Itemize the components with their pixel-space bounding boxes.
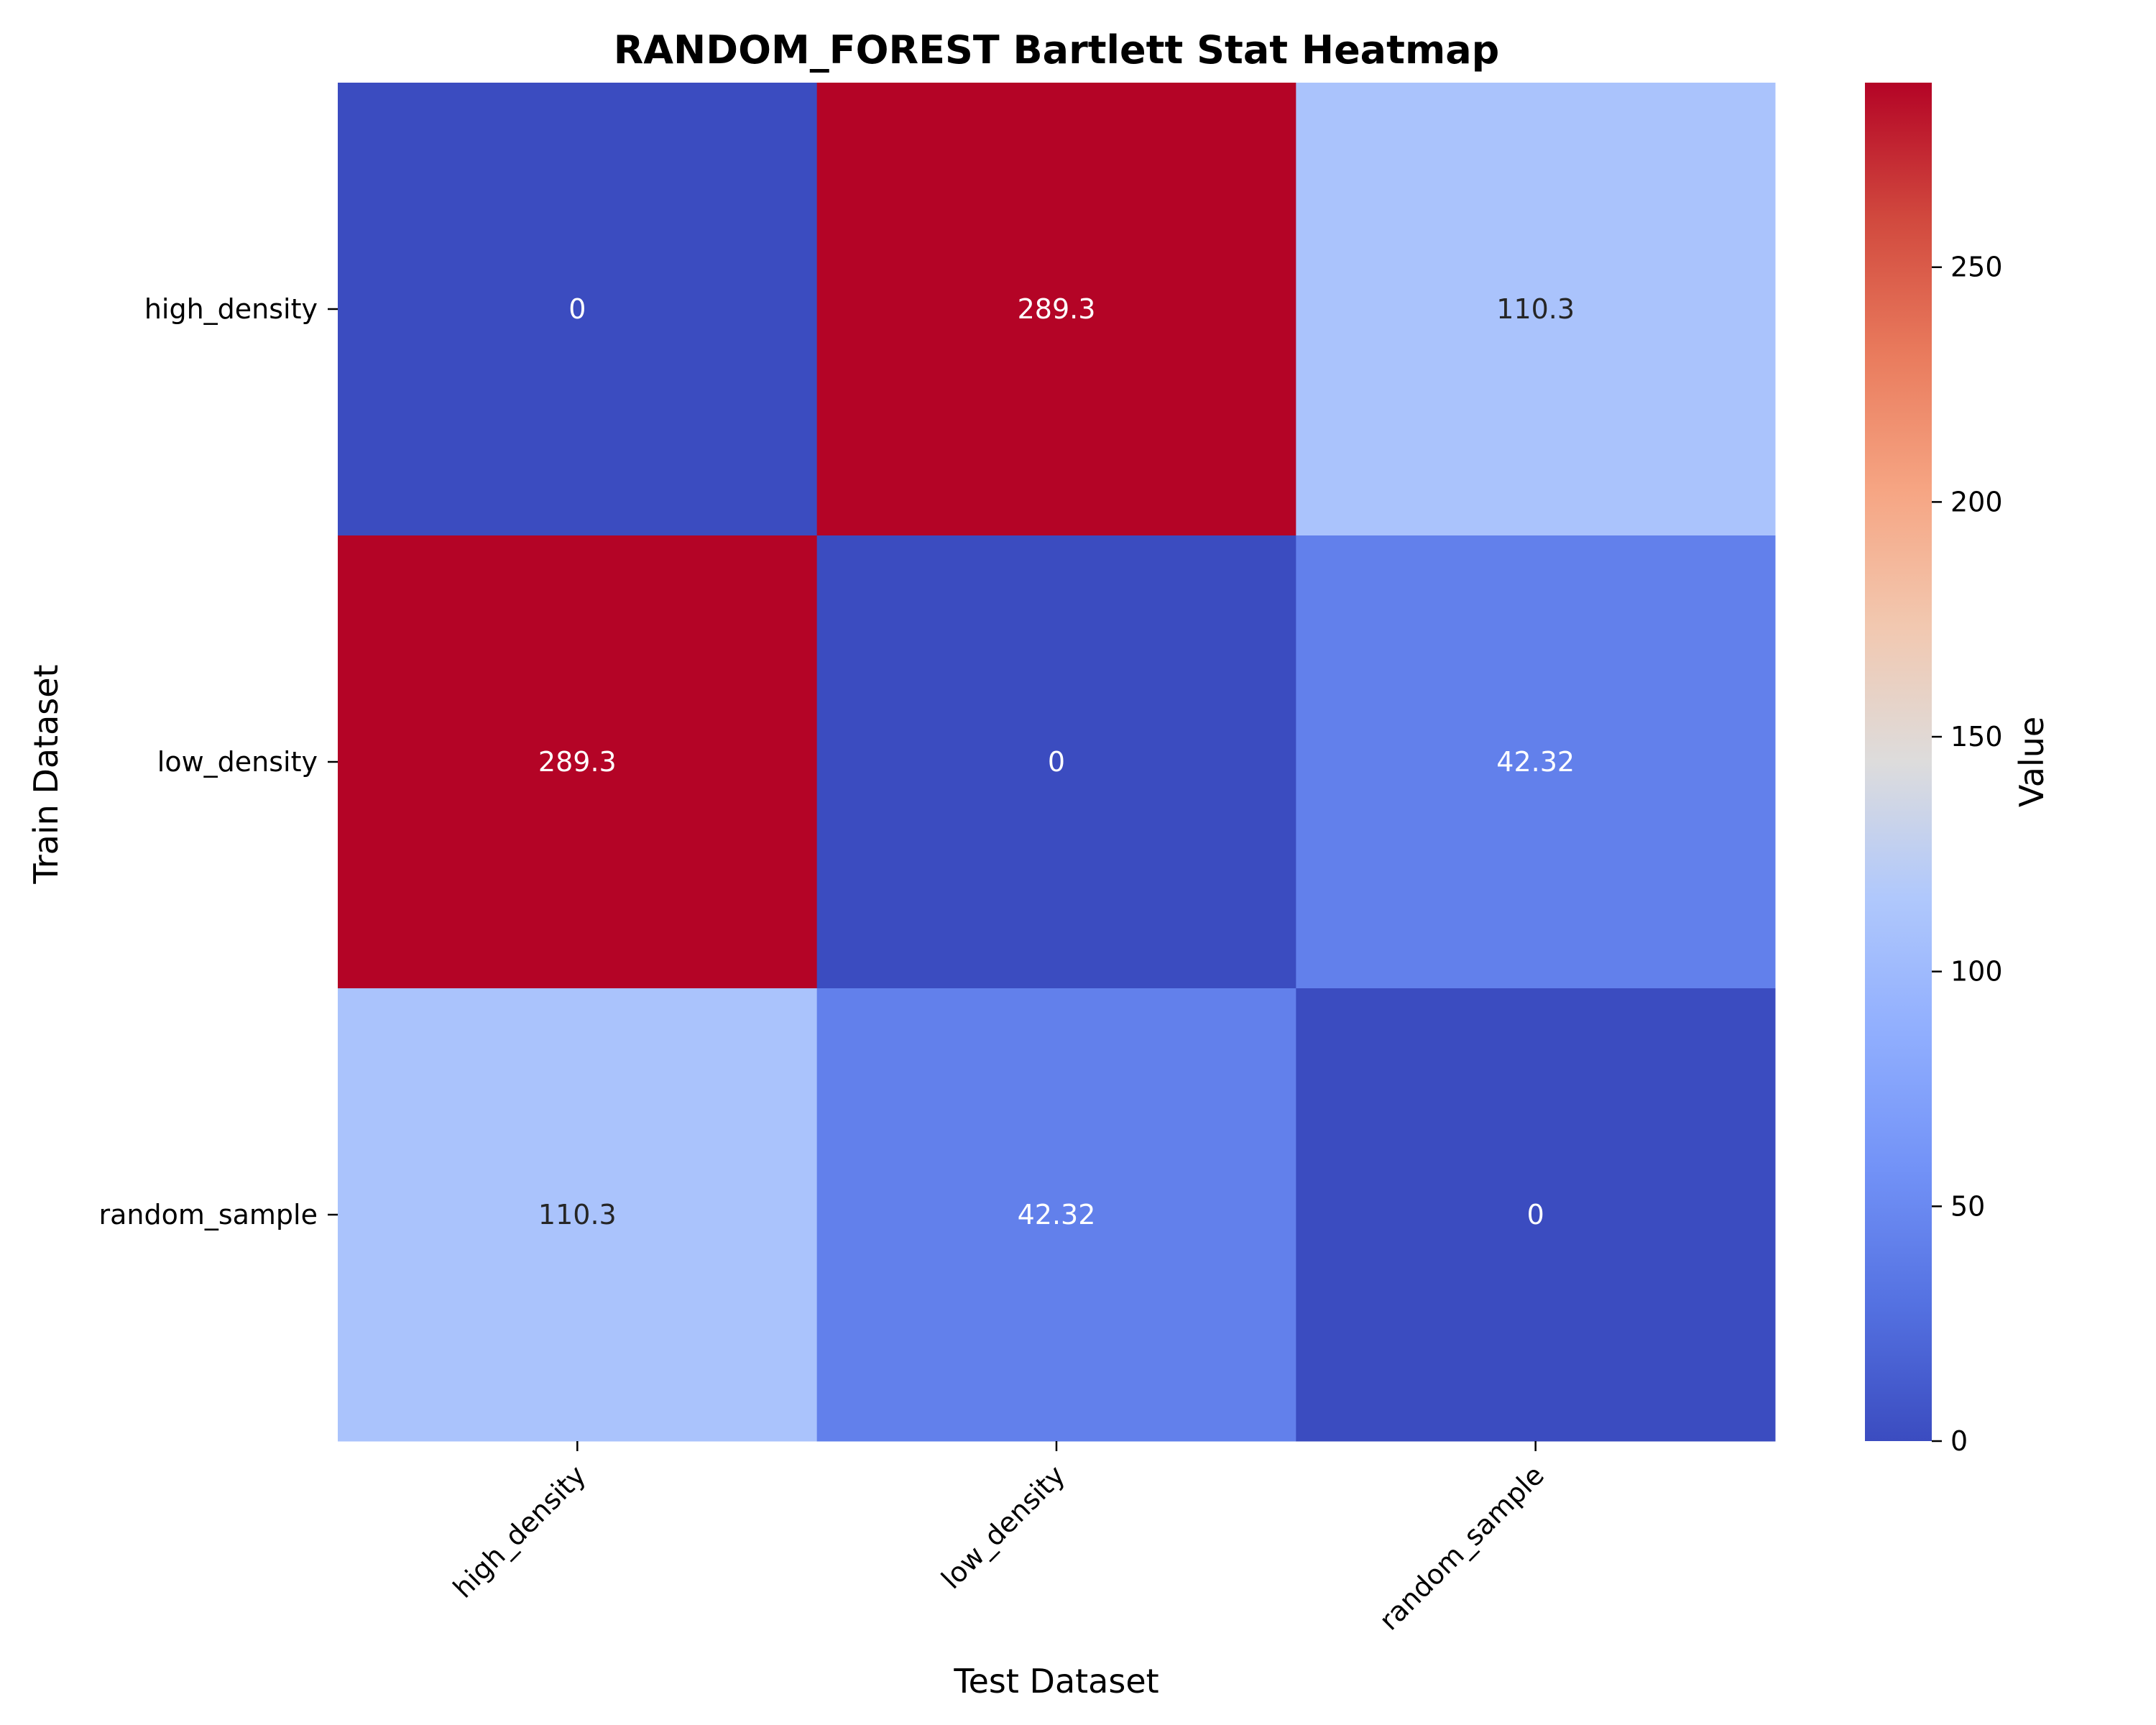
chart-title: RANDOM_FOREST Bartlett Stat Heatmap: [614, 27, 1500, 73]
colorbar-tick-label: 200: [1950, 486, 2003, 518]
heatmap-cell: [338, 83, 818, 536]
heatmap-cell: [338, 535, 818, 989]
heatmap-cell: [1296, 988, 1776, 1442]
y-axis-ticks: high_density low_density random_sample: [98, 293, 338, 1230]
heatmap-cell: [816, 988, 1296, 1442]
colorbar: [1865, 83, 1932, 1441]
cell-value-label: 0: [1527, 1199, 1544, 1230]
x-tick-label: high_density: [447, 1459, 592, 1604]
heatmap-cell: [816, 535, 1296, 989]
colorbar-tick-label: 50: [1950, 1190, 1985, 1222]
heatmap-cell: [816, 83, 1296, 536]
x-tick-label: random_sample: [1373, 1459, 1550, 1636]
heatmap-cell: [1296, 535, 1776, 989]
colorbar-ticks: 0 50 100 150 200 250: [1932, 252, 2003, 1457]
colorbar-tick-label: 100: [1950, 956, 2003, 988]
y-tick-label: random_sample: [98, 1199, 318, 1230]
y-axis-label: Train Dataset: [27, 664, 65, 884]
cell-value-label: 110.3: [1496, 293, 1575, 325]
y-tick-label: high_density: [144, 293, 318, 325]
cell-value-label: 42.32: [1018, 1199, 1096, 1230]
heatmap-cell: [338, 988, 818, 1442]
cell-value-label: 42.32: [1496, 746, 1575, 778]
heatmap-cell: [1296, 83, 1776, 536]
cell-value-label: 0: [1048, 746, 1065, 778]
colorbar-tick-label: 150: [1950, 721, 2003, 753]
x-axis-ticks: high_density low_density random_sample: [447, 1441, 1550, 1637]
heatmap-cells: [338, 83, 1776, 1442]
cell-value-label: 110.3: [538, 1199, 617, 1230]
colorbar-tick-label: 250: [1950, 252, 2003, 283]
cell-value-label: 289.3: [538, 746, 617, 778]
x-tick-label: low_density: [935, 1459, 1071, 1595]
x-axis-label: Test Dataset: [953, 1662, 1158, 1701]
colorbar-label: Value: [2012, 717, 2051, 807]
cell-value-label: 0: [568, 293, 586, 325]
y-tick-label: low_density: [157, 746, 318, 778]
colorbar-tick-label: 0: [1950, 1425, 1968, 1457]
cell-value-label: 289.3: [1018, 293, 1096, 325]
heatmap-cell-labels: 0 289.3 110.3 289.3 0 42.32 110.3 42.32 0: [538, 293, 1575, 1230]
